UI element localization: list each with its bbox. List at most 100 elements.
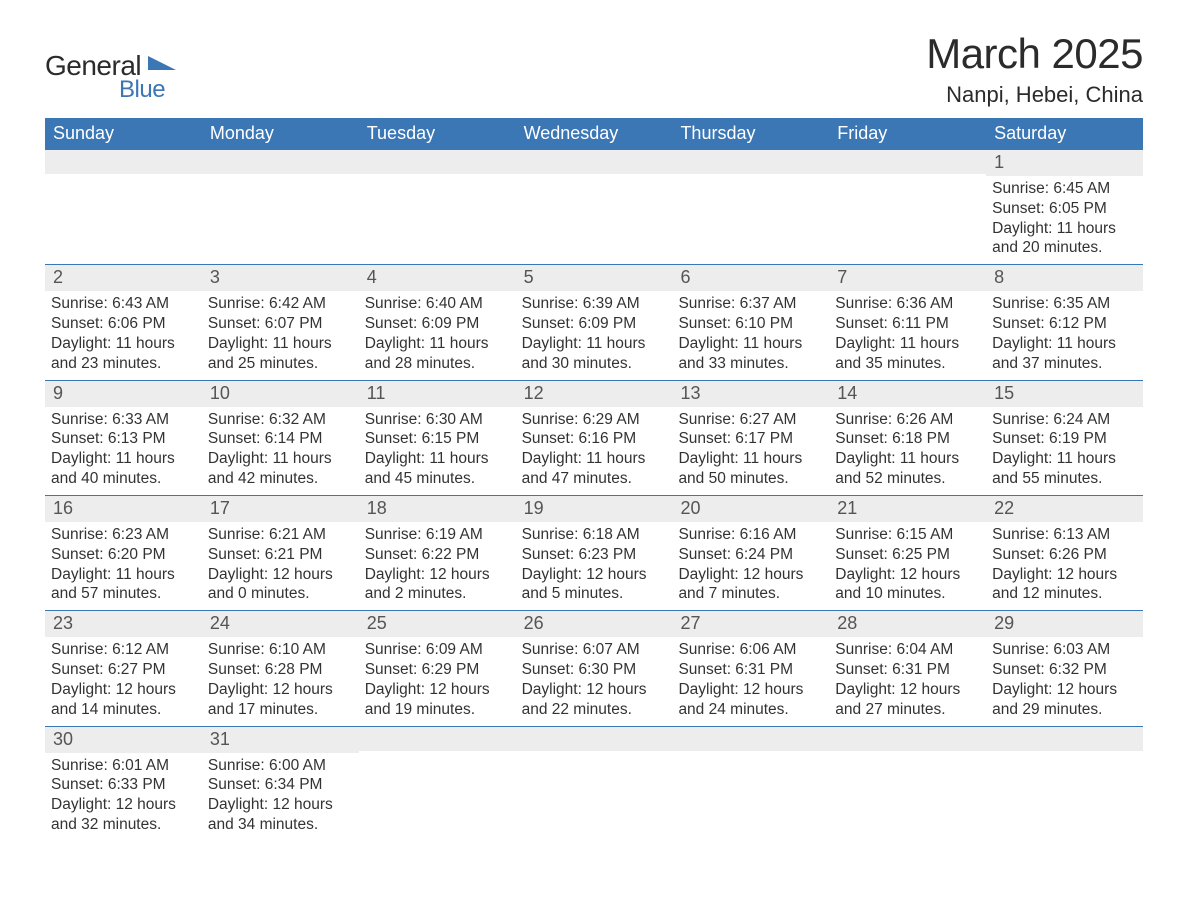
sunrise-text: Sunrise: 6:26 AM <box>835 410 980 430</box>
sunset-text: Sunset: 6:11 PM <box>835 314 980 334</box>
day-number: 7 <box>829 265 986 291</box>
day-cell: 5Sunrise: 6:39 AMSunset: 6:09 PMDaylight… <box>516 265 673 379</box>
sunset-text: Sunset: 6:10 PM <box>678 314 823 334</box>
day-body: Sunrise: 6:30 AMSunset: 6:15 PMDaylight:… <box>359 407 516 491</box>
sunset-text: Sunset: 6:24 PM <box>678 545 823 565</box>
day-cell: 25Sunrise: 6:09 AMSunset: 6:29 PMDayligh… <box>359 611 516 725</box>
day-number: 27 <box>672 611 829 637</box>
day-cell: 1Sunrise: 6:45 AMSunset: 6:05 PMDaylight… <box>986 150 1143 264</box>
sunrise-text: Sunrise: 6:13 AM <box>992 525 1137 545</box>
day-number: 19 <box>516 496 673 522</box>
day-cell: 28Sunrise: 6:04 AMSunset: 6:31 PMDayligh… <box>829 611 986 725</box>
day-number <box>986 727 1143 751</box>
dow-header-row: Sunday Monday Tuesday Wednesday Thursday… <box>45 118 1143 150</box>
day-cell: 20Sunrise: 6:16 AMSunset: 6:24 PMDayligh… <box>672 496 829 610</box>
day-number: 6 <box>672 265 829 291</box>
day-cell: 30Sunrise: 6:01 AMSunset: 6:33 PMDayligh… <box>45 727 202 841</box>
sunset-text: Sunset: 6:26 PM <box>992 545 1137 565</box>
daylight-text: Daylight: 12 hours and 14 minutes. <box>51 680 196 720</box>
sunset-text: Sunset: 6:27 PM <box>51 660 196 680</box>
dow-thursday: Thursday <box>672 118 829 150</box>
day-number: 22 <box>986 496 1143 522</box>
daylight-text: Daylight: 11 hours and 28 minutes. <box>365 334 510 374</box>
day-cell: 18Sunrise: 6:19 AMSunset: 6:22 PMDayligh… <box>359 496 516 610</box>
day-number <box>516 150 673 174</box>
day-cell <box>986 727 1143 841</box>
day-number <box>202 150 359 174</box>
day-number: 8 <box>986 265 1143 291</box>
day-cell: 14Sunrise: 6:26 AMSunset: 6:18 PMDayligh… <box>829 381 986 495</box>
day-body: Sunrise: 6:23 AMSunset: 6:20 PMDaylight:… <box>45 522 202 606</box>
sunset-text: Sunset: 6:21 PM <box>208 545 353 565</box>
day-cell: 8Sunrise: 6:35 AMSunset: 6:12 PMDaylight… <box>986 265 1143 379</box>
day-body: Sunrise: 6:39 AMSunset: 6:09 PMDaylight:… <box>516 291 673 375</box>
sunset-text: Sunset: 6:20 PM <box>51 545 196 565</box>
day-cell: 17Sunrise: 6:21 AMSunset: 6:21 PMDayligh… <box>202 496 359 610</box>
sunrise-text: Sunrise: 6:15 AM <box>835 525 980 545</box>
day-body: Sunrise: 6:10 AMSunset: 6:28 PMDaylight:… <box>202 637 359 721</box>
sunrise-text: Sunrise: 6:09 AM <box>365 640 510 660</box>
sunrise-text: Sunrise: 6:24 AM <box>992 410 1137 430</box>
sunrise-text: Sunrise: 6:01 AM <box>51 756 196 776</box>
sunset-text: Sunset: 6:28 PM <box>208 660 353 680</box>
day-body: Sunrise: 6:12 AMSunset: 6:27 PMDaylight:… <box>45 637 202 721</box>
day-cell <box>829 727 986 841</box>
day-cell: 4Sunrise: 6:40 AMSunset: 6:09 PMDaylight… <box>359 265 516 379</box>
daylight-text: Daylight: 11 hours and 35 minutes. <box>835 334 980 374</box>
sunset-text: Sunset: 6:14 PM <box>208 429 353 449</box>
day-number <box>359 150 516 174</box>
day-number: 4 <box>359 265 516 291</box>
daylight-text: Daylight: 11 hours and 47 minutes. <box>522 449 667 489</box>
header: General Blue March 2025 Nanpi, Hebei, Ch… <box>45 30 1143 108</box>
day-number: 26 <box>516 611 673 637</box>
day-number: 15 <box>986 381 1143 407</box>
sunset-text: Sunset: 6:25 PM <box>835 545 980 565</box>
day-body: Sunrise: 6:06 AMSunset: 6:31 PMDaylight:… <box>672 637 829 721</box>
sunrise-text: Sunrise: 6:40 AM <box>365 294 510 314</box>
day-cell: 16Sunrise: 6:23 AMSunset: 6:20 PMDayligh… <box>45 496 202 610</box>
sunset-text: Sunset: 6:29 PM <box>365 660 510 680</box>
day-number: 12 <box>516 381 673 407</box>
daylight-text: Daylight: 11 hours and 45 minutes. <box>365 449 510 489</box>
week-row: 1Sunrise: 6:45 AMSunset: 6:05 PMDaylight… <box>45 150 1143 264</box>
day-cell: 26Sunrise: 6:07 AMSunset: 6:30 PMDayligh… <box>516 611 673 725</box>
sunset-text: Sunset: 6:31 PM <box>678 660 823 680</box>
day-body: Sunrise: 6:00 AMSunset: 6:34 PMDaylight:… <box>202 753 359 837</box>
day-number: 5 <box>516 265 673 291</box>
week-row: 9Sunrise: 6:33 AMSunset: 6:13 PMDaylight… <box>45 380 1143 495</box>
sunrise-text: Sunrise: 6:42 AM <box>208 294 353 314</box>
week-row: 23Sunrise: 6:12 AMSunset: 6:27 PMDayligh… <box>45 610 1143 725</box>
page-title: March 2025 <box>926 30 1143 78</box>
day-cell: 13Sunrise: 6:27 AMSunset: 6:17 PMDayligh… <box>672 381 829 495</box>
day-body: Sunrise: 6:45 AMSunset: 6:05 PMDaylight:… <box>986 176 1143 260</box>
day-cell: 3Sunrise: 6:42 AMSunset: 6:07 PMDaylight… <box>202 265 359 379</box>
sunrise-text: Sunrise: 6:30 AM <box>365 410 510 430</box>
day-cell: 29Sunrise: 6:03 AMSunset: 6:32 PMDayligh… <box>986 611 1143 725</box>
sunset-text: Sunset: 6:31 PM <box>835 660 980 680</box>
day-body: Sunrise: 6:36 AMSunset: 6:11 PMDaylight:… <box>829 291 986 375</box>
day-body: Sunrise: 6:32 AMSunset: 6:14 PMDaylight:… <box>202 407 359 491</box>
day-number <box>516 727 673 751</box>
sunrise-text: Sunrise: 6:37 AM <box>678 294 823 314</box>
sunrise-text: Sunrise: 6:10 AM <box>208 640 353 660</box>
day-number <box>672 150 829 174</box>
sunset-text: Sunset: 6:33 PM <box>51 775 196 795</box>
day-number: 17 <box>202 496 359 522</box>
sunset-text: Sunset: 6:19 PM <box>992 429 1137 449</box>
day-number <box>45 150 202 174</box>
sunrise-text: Sunrise: 6:19 AM <box>365 525 510 545</box>
day-cell: 10Sunrise: 6:32 AMSunset: 6:14 PMDayligh… <box>202 381 359 495</box>
day-number: 3 <box>202 265 359 291</box>
day-body: Sunrise: 6:35 AMSunset: 6:12 PMDaylight:… <box>986 291 1143 375</box>
sunset-text: Sunset: 6:15 PM <box>365 429 510 449</box>
location-text: Nanpi, Hebei, China <box>926 82 1143 108</box>
day-cell: 24Sunrise: 6:10 AMSunset: 6:28 PMDayligh… <box>202 611 359 725</box>
daylight-text: Daylight: 12 hours and 0 minutes. <box>208 565 353 605</box>
day-number: 21 <box>829 496 986 522</box>
sunrise-text: Sunrise: 6:36 AM <box>835 294 980 314</box>
logo: General Blue <box>45 50 176 104</box>
day-body: Sunrise: 6:03 AMSunset: 6:32 PMDaylight:… <box>986 637 1143 721</box>
day-body: Sunrise: 6:16 AMSunset: 6:24 PMDaylight:… <box>672 522 829 606</box>
day-cell <box>359 727 516 841</box>
sunset-text: Sunset: 6:12 PM <box>992 314 1137 334</box>
